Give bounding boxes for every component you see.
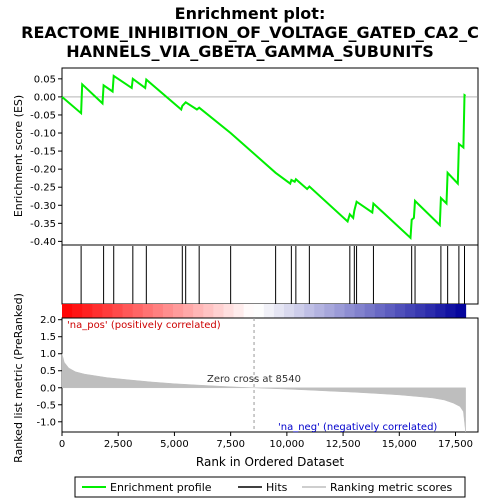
- rank-y-tick-label: -0.5: [36, 400, 56, 411]
- rank-panel-frame: [61, 317, 479, 433]
- legend-enrichment-label: Enrichment profile: [110, 481, 212, 494]
- color-bar-segment: [223, 304, 235, 318]
- es-y-tick-label: -0.10: [30, 129, 56, 140]
- color-bar-segment: [415, 304, 426, 318]
- color-bar-segment: [294, 304, 305, 318]
- hit-marks: [80, 246, 466, 304]
- x-tick-label: 10,000: [269, 439, 304, 450]
- rank-y-tick-label: 0.0: [40, 383, 56, 394]
- color-bar-segment: [253, 304, 265, 318]
- color-bar-segment: [455, 304, 467, 318]
- color-bar-segment: [233, 304, 245, 318]
- color-bar-segment: [72, 304, 83, 318]
- x-tick-label: 7,500: [216, 439, 245, 450]
- color-bar-segment: [314, 304, 325, 318]
- color-bar-segment: [243, 304, 255, 318]
- color-bar-segment: [405, 304, 416, 318]
- title-line: Enrichment plot:: [175, 4, 326, 23]
- es-panel-frame: [61, 67, 479, 246]
- color-bar-segment: [92, 304, 103, 318]
- color-bar-segment: [162, 304, 174, 318]
- legend-ranking-label: Ranking metric scores: [330, 481, 452, 494]
- hits-panel-frame: [61, 244, 479, 305]
- es-y-axis-label: Enrichment score (ES): [12, 95, 25, 217]
- es-y-tick-label: 0.00: [34, 92, 56, 103]
- rank-y-tick-label: -1.0: [36, 417, 56, 428]
- color-bar-segment: [82, 304, 93, 318]
- title-line: HANNELS_VIA_GBETA_GAMMA_SUBUNITS: [66, 42, 433, 61]
- color-bar-segment: [324, 304, 335, 318]
- title-line: REACTOME_INHIBITION_OF_VOLTAGE_GATED_CA2…: [21, 23, 479, 42]
- color-bar-segment: [172, 304, 184, 318]
- x-tick-label: 2,500: [104, 439, 133, 450]
- color-bar-segment: [334, 304, 346, 318]
- es-y-tick-label: -0.40: [30, 237, 56, 248]
- rank-panel-ticks: 2.0 1.5 1.0 0.5 0.0 -0.5 -1.0: [36, 315, 62, 428]
- enrichment-profile-line: [61, 74, 467, 240]
- chart-title: Enrichment plot:REACTOME_INHIBITION_OF_V…: [21, 4, 479, 61]
- color-bar-segment: [384, 304, 396, 318]
- color-bar-segment: [203, 304, 214, 318]
- x-tick-label: 15,000: [382, 439, 417, 450]
- ranking-metric-area: [61, 353, 466, 433]
- rank-color-bar: [62, 304, 467, 318]
- color-bar-segment: [364, 304, 376, 318]
- es-y-tick-label: -0.05: [30, 110, 56, 121]
- color-bar-segment: [183, 304, 194, 318]
- color-bar-segment: [445, 304, 457, 318]
- rank-y-tick-label: 2.0: [40, 315, 56, 326]
- x-tick-label: 0: [59, 439, 65, 450]
- color-bar-segment: [193, 304, 204, 318]
- color-bar-segment: [354, 304, 366, 318]
- color-bar-segment: [263, 304, 275, 318]
- color-bar-segment: [102, 304, 113, 318]
- rank-y-tick-label: 0.5: [40, 366, 56, 377]
- color-bar-segment: [213, 304, 224, 318]
- x-axis: 0 2,500 5,000 7,500 10,000 12,500 15,000 17,500: [59, 432, 473, 450]
- es-y-tick-label: -0.20: [30, 165, 56, 176]
- color-bar-segment: [374, 304, 386, 318]
- color-bar-segment: [304, 304, 315, 318]
- color-bar-segment: [425, 304, 436, 318]
- color-bar-segment: [62, 304, 73, 318]
- rank-y-axis-label: Ranked list metric (PreRanked): [12, 293, 25, 463]
- rank-y-tick-label: 1.0: [40, 349, 56, 360]
- color-bar-segment: [394, 304, 406, 318]
- x-axis-label: Rank in Ordered Dataset: [196, 455, 344, 469]
- zero-cross-label: Zero cross at 8540: [207, 374, 301, 385]
- es-y-tick-label: -0.15: [30, 147, 56, 158]
- color-bar-segment: [132, 304, 144, 318]
- es-y-tick-label: 0.05: [34, 74, 56, 85]
- na-pos-label: 'na_pos' (positively correlated): [67, 320, 221, 331]
- x-tick-label: 5,000: [160, 439, 189, 450]
- rank-y-tick-label: 1.5: [40, 332, 56, 343]
- color-bar-segment: [283, 304, 295, 318]
- x-tick-label: 17,500: [438, 439, 473, 450]
- x-tick-label: 12,500: [326, 439, 361, 450]
- color-bar-segment: [122, 304, 134, 318]
- color-bar-segment: [112, 304, 124, 318]
- color-bar-segment: [344, 304, 356, 318]
- color-bar-segment: [142, 304, 154, 318]
- es-panel-ticks: 0.05 0.00 -0.05 -0.10 -0.15 -0.20 -0.25 -0.30 -0…: [30, 74, 478, 248]
- na-neg-label: 'na_neg' (negatively correlated): [278, 422, 437, 433]
- color-bar-segment: [273, 304, 285, 318]
- es-y-tick-label: -0.35: [30, 219, 56, 230]
- color-bar-segment: [152, 304, 164, 318]
- legend-hits-label: Hits: [266, 481, 288, 494]
- es-y-tick-label: -0.25: [30, 183, 56, 194]
- color-bar-segment: [435, 304, 446, 318]
- legend-box: [74, 476, 466, 498]
- es-y-tick-label: -0.30: [30, 201, 56, 212]
